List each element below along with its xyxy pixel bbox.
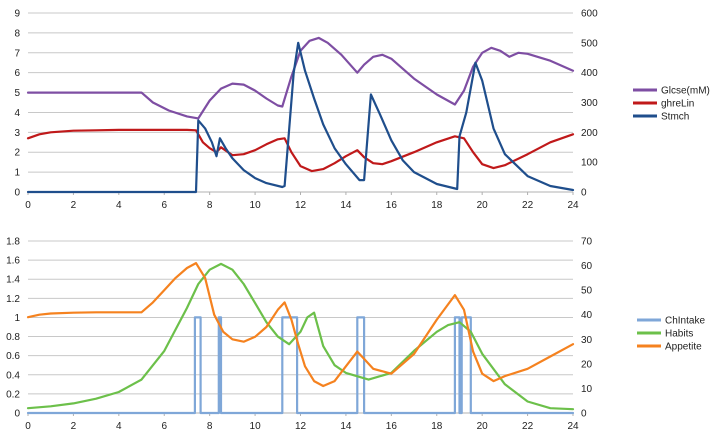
x-tick-label: 8 <box>207 421 213 432</box>
right-tick-label: 600 <box>581 9 598 20</box>
x-tick-label: 12 <box>295 421 307 432</box>
x-tick-label: 24 <box>567 200 579 211</box>
right-tick-label: 500 <box>581 38 598 49</box>
left-tick-label: 6 <box>14 68 20 79</box>
left-tick-label: 0 <box>14 409 20 420</box>
legend-label: Appetite <box>665 342 702 353</box>
left-tick-label: 1.4 <box>6 275 20 286</box>
left-tick-label: 5 <box>14 88 20 99</box>
left-tick-label: 1.2 <box>6 294 20 305</box>
legend-label: Stmch <box>661 112 689 123</box>
x-tick-label: 2 <box>71 421 77 432</box>
series-line-ghrelin <box>26 128 575 173</box>
x-tick-label: 22 <box>522 200 534 211</box>
right-tick-label: 30 <box>581 335 593 346</box>
right-tick-label: 100 <box>581 158 598 169</box>
x-tick-label: 6 <box>161 200 167 211</box>
x-tick-label: 0 <box>25 421 31 432</box>
x-tick-label: 4 <box>116 200 122 211</box>
x-tick-label: 18 <box>431 421 443 432</box>
legend-label: ChIntake <box>665 316 705 327</box>
right-tick-label: 10 <box>581 384 593 395</box>
x-tick-label: 24 <box>567 421 579 432</box>
x-tick-label: 6 <box>161 421 167 432</box>
left-tick-label: 1 <box>14 313 20 324</box>
x-tick-label: 22 <box>522 421 534 432</box>
left-tick-label: 1.6 <box>6 256 20 267</box>
x-tick-label: 14 <box>340 421 352 432</box>
left-tick-label: 1 <box>14 168 20 179</box>
x-tick-label: 10 <box>250 421 262 432</box>
x-tick-label: 16 <box>386 200 398 211</box>
left-tick-label: 2 <box>14 148 20 159</box>
right-tick-label: 20 <box>581 359 593 370</box>
right-tick-label: 60 <box>581 261 593 272</box>
legend-label: Habits <box>665 329 693 340</box>
left-tick-label: 9 <box>14 9 20 20</box>
right-tick-label: 400 <box>581 68 598 79</box>
x-tick-label: 4 <box>116 421 122 432</box>
series-line-chintake <box>26 316 575 415</box>
right-tick-label: 0 <box>581 188 587 199</box>
x-tick-label: 18 <box>431 200 443 211</box>
right-tick-label: 300 <box>581 98 598 109</box>
x-tick-label: 8 <box>207 200 213 211</box>
left-tick-label: 0.6 <box>6 351 20 362</box>
left-tick-label: 7 <box>14 48 20 59</box>
series-line-stmch <box>26 41 575 194</box>
legend-label: Glcse(mM) <box>661 86 710 97</box>
x-tick-label: 12 <box>295 200 307 211</box>
left-tick-label: 3 <box>14 128 20 139</box>
right-tick-label: 50 <box>581 286 593 297</box>
x-tick-label: 10 <box>250 200 262 211</box>
left-tick-label: 0.4 <box>6 370 20 381</box>
legend-label: ghreLin <box>661 99 694 110</box>
x-tick-label: 16 <box>386 421 398 432</box>
left-tick-label: 8 <box>14 28 20 39</box>
x-tick-label: 0 <box>25 200 31 211</box>
left-tick-label: 1.8 <box>6 237 20 248</box>
series-line-habits <box>26 262 575 411</box>
right-tick-label: 40 <box>581 310 593 321</box>
right-tick-label: 0 <box>581 409 587 420</box>
left-tick-label: 0.2 <box>6 389 20 400</box>
x-tick-label: 20 <box>477 421 489 432</box>
right-tick-label: 200 <box>581 128 598 139</box>
right-tick-label: 70 <box>581 237 593 248</box>
x-tick-label: 2 <box>71 200 77 211</box>
left-tick-label: 0.8 <box>6 332 20 343</box>
x-tick-label: 14 <box>340 200 352 211</box>
series-line-glcse-mm <box>26 36 575 120</box>
left-tick-label: 4 <box>14 108 20 119</box>
left-tick-label: 0 <box>14 188 20 199</box>
series-line-appetite <box>26 262 575 388</box>
x-tick-label: 20 <box>477 200 489 211</box>
